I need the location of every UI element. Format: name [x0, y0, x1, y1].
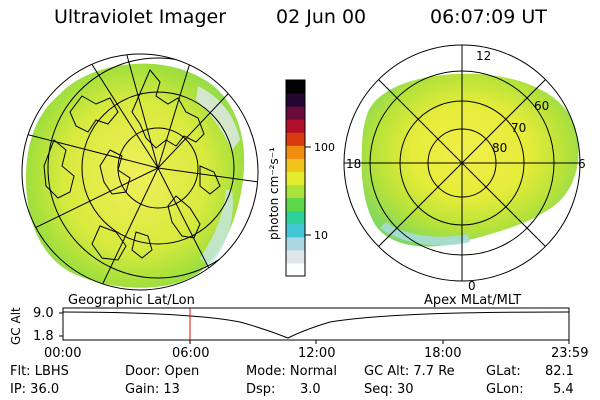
timeline-left-label: Geographic Lat/Lon: [68, 293, 195, 308]
colorbar-segment: [286, 249, 305, 264]
colorbar-segment: [286, 197, 305, 212]
glat-value: 82.1: [545, 364, 574, 379]
time-tick-0600: 06:00: [172, 346, 210, 361]
seq-label: Seq: 30: [364, 382, 414, 397]
gc-alt-label: GC Alt: 7.7 Re: [364, 364, 455, 379]
mlt-label-12: 12: [476, 49, 491, 63]
mlat-ring-60: 60: [534, 99, 549, 113]
glat-label: GLat:: [486, 364, 521, 379]
colorbar-segment: [286, 145, 305, 159]
time-tick-0000: 00:00: [44, 346, 82, 361]
colorbar: [286, 80, 305, 277]
colorbar-segment: [286, 171, 305, 186]
colorbar-segment: [286, 236, 305, 251]
glon-label: GLon:: [486, 382, 524, 397]
time-label: 06:07:09 UT: [430, 6, 547, 28]
colorbar-segment: [286, 132, 305, 146]
timeline-ylabel: GC Alt: [9, 307, 23, 345]
time-tick-1200: 12:00: [298, 346, 336, 361]
time-tick-1800: 18:00: [424, 346, 462, 361]
colorbar-segment: [286, 223, 305, 238]
mode-label: Mode: Normal: [246, 364, 337, 379]
colorbar-segment: [286, 80, 305, 94]
glon-value: 5.4: [553, 382, 574, 397]
mlat-ring-80: 80: [492, 141, 507, 155]
time-tick-2359: 23:59: [551, 346, 589, 361]
colorbar-tick-label-10: 10: [314, 229, 328, 242]
colorbar-segment: [286, 106, 305, 120]
dsp-value: 3.0: [300, 382, 321, 397]
mlt-label-0: 0: [468, 279, 476, 293]
instrument-title: Ultraviolet Imager: [54, 6, 227, 28]
date-label: 02 Jun 00: [276, 6, 367, 28]
door-label: Door: Open: [125, 364, 200, 379]
ip-label: IP: 36.0: [10, 382, 60, 397]
polar-plot: 12 18 6 0 60 70 80: [343, 44, 586, 293]
colorbar-segment: [286, 184, 305, 199]
colorbar-segment: [286, 93, 305, 107]
colorbar-segment: [286, 119, 305, 133]
colorbar-segment: [286, 210, 305, 225]
colorbar-segment: [286, 158, 305, 172]
altitude-curve: [62, 311, 570, 339]
mlt-label-6: 6: [578, 157, 586, 171]
mlt-label-18: 18: [346, 157, 361, 171]
orbit-timeline: GC Alt: [9, 307, 570, 345]
auroral-image-geo: [26, 63, 245, 288]
geographic-map: [21, 53, 259, 291]
colorbar-segment: [286, 262, 305, 277]
timeline-right-label: Apex MLat/MLT: [424, 293, 522, 308]
mlat-ring-70: 70: [511, 121, 526, 135]
timeline-ytick-9: 9.0: [33, 306, 54, 321]
gain-label: Gain: 13: [125, 382, 180, 397]
dsp-label: Dsp:: [246, 382, 276, 397]
colorbar-tick-label-100: 100: [314, 141, 335, 154]
filter-label: Flt: LBHS: [10, 364, 69, 379]
colorbar-frame: [285, 79, 306, 277]
timeline-ytick-1.8: 1.8: [33, 329, 54, 344]
colorbar-label: photon cm⁻²s⁻¹: [267, 147, 281, 240]
